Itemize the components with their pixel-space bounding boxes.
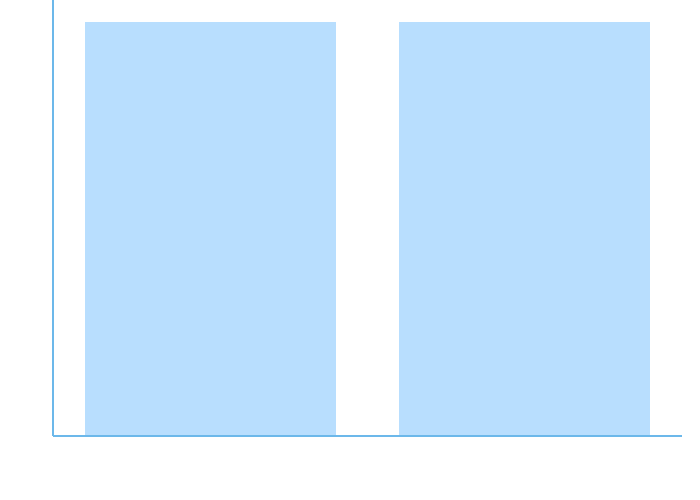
bar-1 — [85, 22, 336, 436]
bars-layer — [85, 22, 650, 436]
bar-2 — [399, 22, 650, 436]
